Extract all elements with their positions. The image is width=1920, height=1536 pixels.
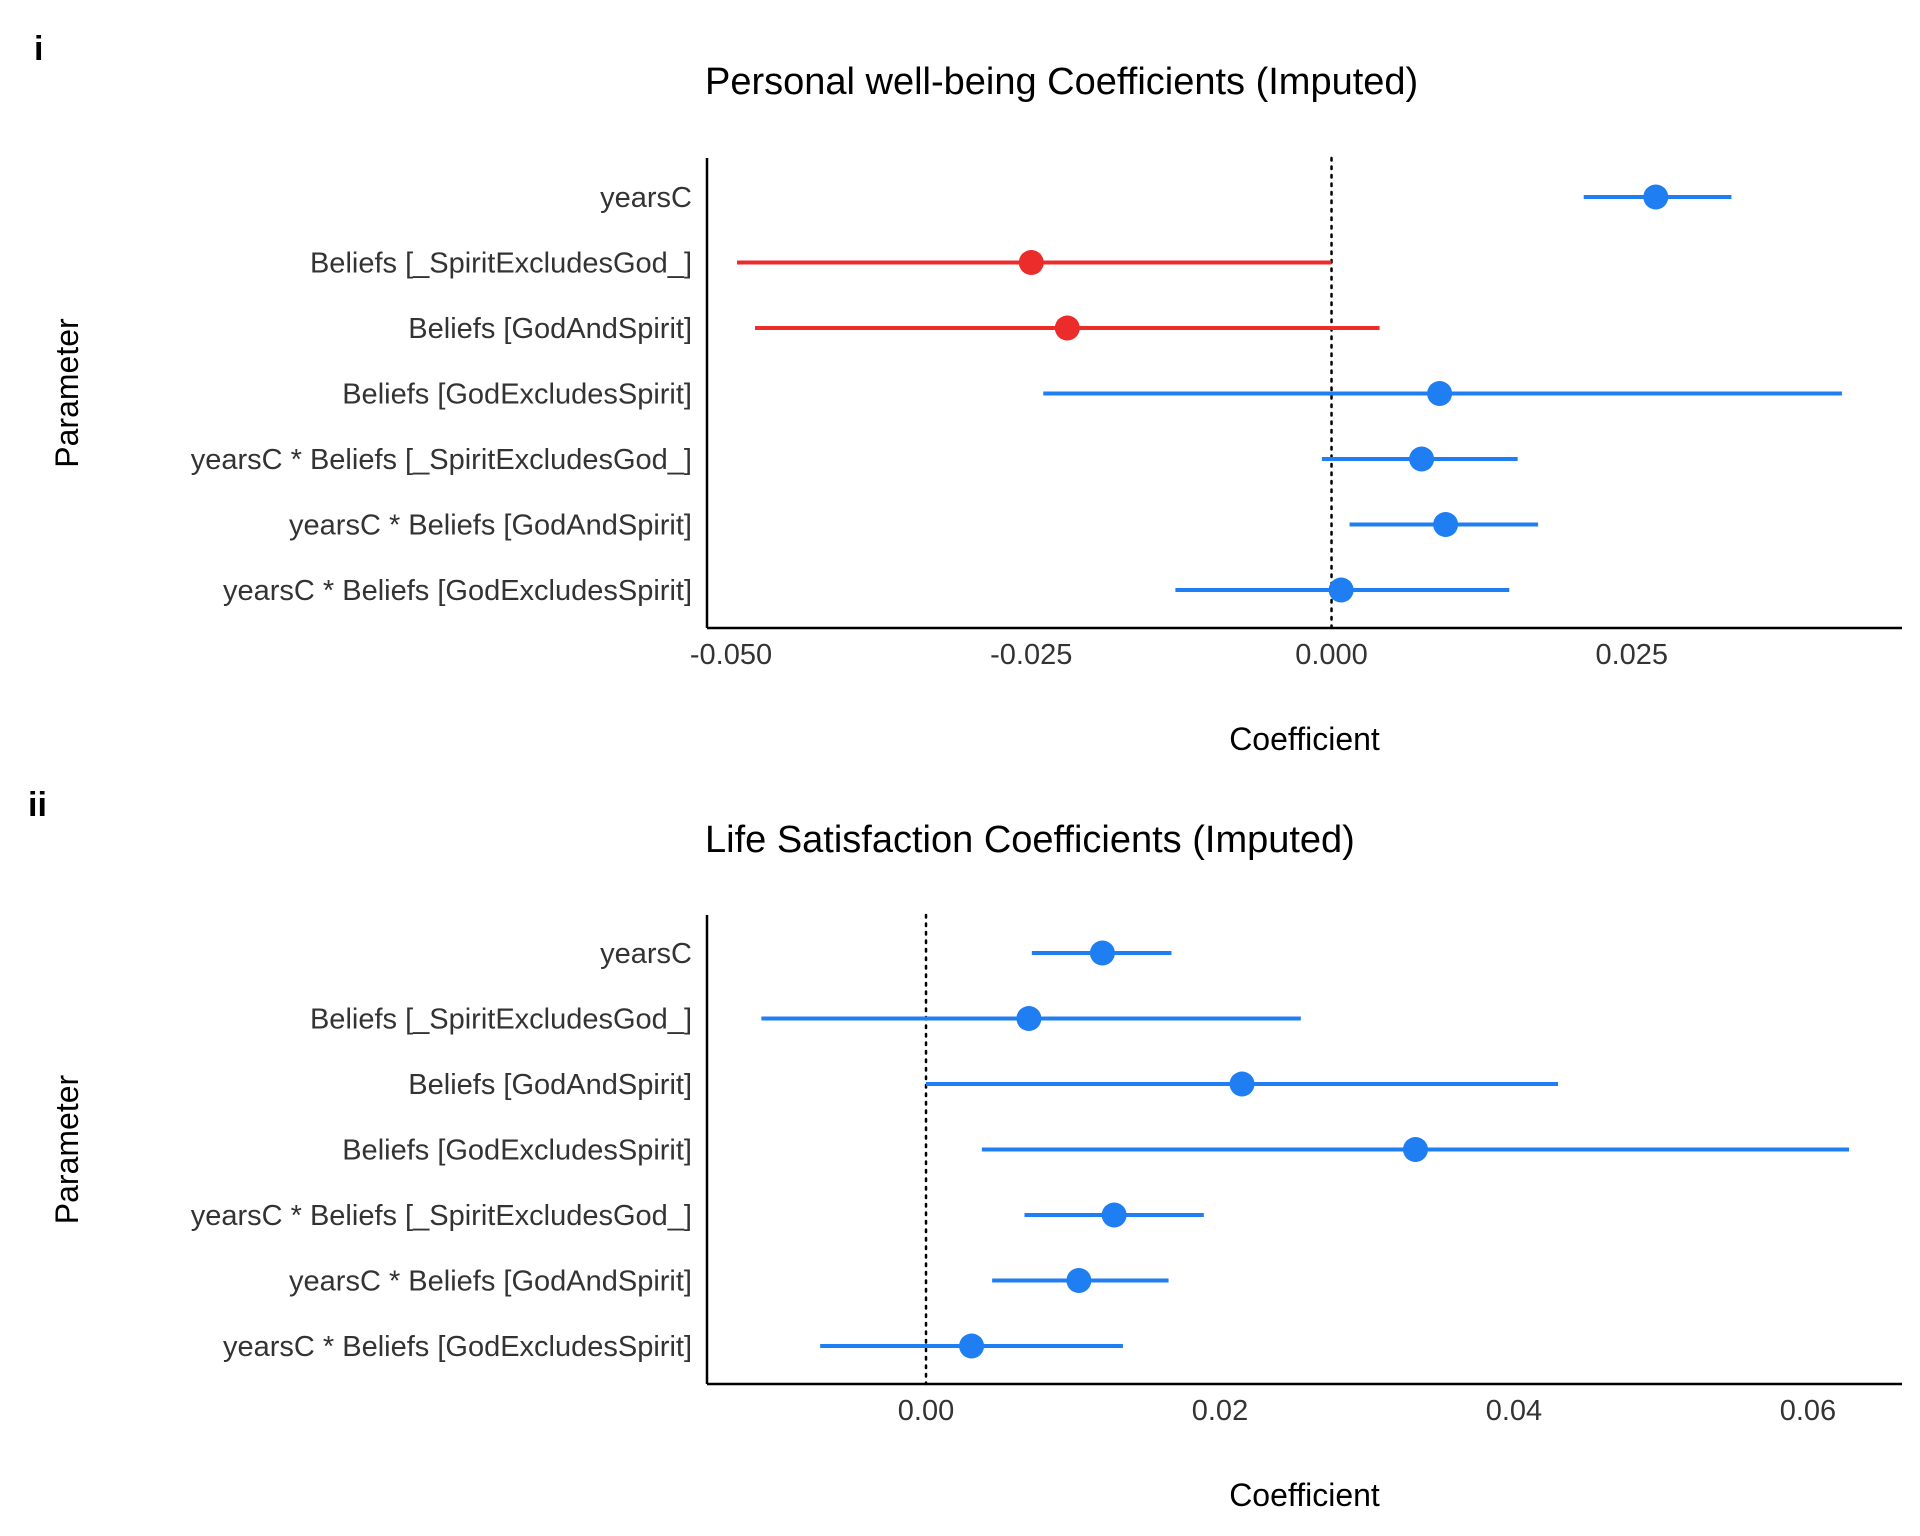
coefficient-point [1101,1202,1127,1228]
x-axis-title: Coefficient [1229,721,1380,757]
y-tick-label: Beliefs [_SpiritExcludesGod_] [310,1004,692,1036]
coefficient-point [1018,250,1044,275]
coefficient-point [1229,1071,1255,1097]
x-axis-title: Coefficient [1229,1477,1380,1513]
y-tick-label: yearsC * Beliefs [GodExcludesSpirit] [223,1331,692,1363]
y-tick-label: Beliefs [GodExcludesSpirit] [342,379,692,411]
coefficient-point [1643,184,1669,210]
coefficient-point [1016,1006,1042,1031]
x-tick-label: 0.025 [1595,639,1668,671]
y-tick-label: yearsC * Beliefs [GodExcludesSpirit] [223,575,692,607]
coefficient-point [1054,315,1080,341]
y-tick-label: Beliefs [GodAndSpirit] [408,1069,692,1101]
x-tick-label: 0.02 [1192,1395,1248,1427]
y-tick-label: yearsC * Beliefs [GodAndSpirit] [289,510,692,542]
coefficient-point [1402,1137,1428,1162]
coefficient-point [1427,381,1453,406]
x-tick-label: 0.04 [1486,1395,1542,1427]
coefficient-point [1409,446,1435,472]
y-tick-label: Beliefs [GodExcludesSpirit] [342,1135,692,1167]
chart-title: Life Satisfaction Coefficients (Imputed) [705,819,1355,861]
x-tick-label: 0.06 [1780,1395,1836,1427]
y-axis-title: Parameter [49,318,85,468]
chart-panel-2: Life Satisfaction Coefficients (Imputed)… [49,819,1902,1513]
x-tick-label: 0.000 [1295,639,1368,671]
y-axis-title: Parameter [49,1074,85,1224]
panel-tag-i: i [34,30,44,68]
coefficient-point [1066,1268,1092,1293]
y-tick-label: yearsC [600,182,692,214]
coefficient-point [1328,577,1354,603]
coefficient-point [1089,940,1115,966]
chart-panel-1: Personal well-being Coefficients (Impute… [49,61,1902,757]
coefficient-point [959,1333,985,1359]
x-tick-label: -0.025 [990,639,1072,671]
y-tick-label: yearsC * Beliefs [_SpiritExcludesGod_] [191,1200,692,1232]
y-tick-label: Beliefs [_SpiritExcludesGod_] [310,248,692,280]
y-tick-label: yearsC * Beliefs [_SpiritExcludesGod_] [191,444,692,476]
x-tick-label: -0.050 [690,639,772,671]
panel-tag-ii: ii [28,786,47,824]
y-tick-label: yearsC [600,938,692,970]
coefficient-point [1433,512,1459,537]
y-tick-label: Beliefs [GodAndSpirit] [408,313,692,345]
y-tick-label: yearsC * Beliefs [GodAndSpirit] [289,1266,692,1298]
x-tick-label: 0.00 [898,1395,954,1427]
chart-title: Personal well-being Coefficients (Impute… [705,61,1418,103]
